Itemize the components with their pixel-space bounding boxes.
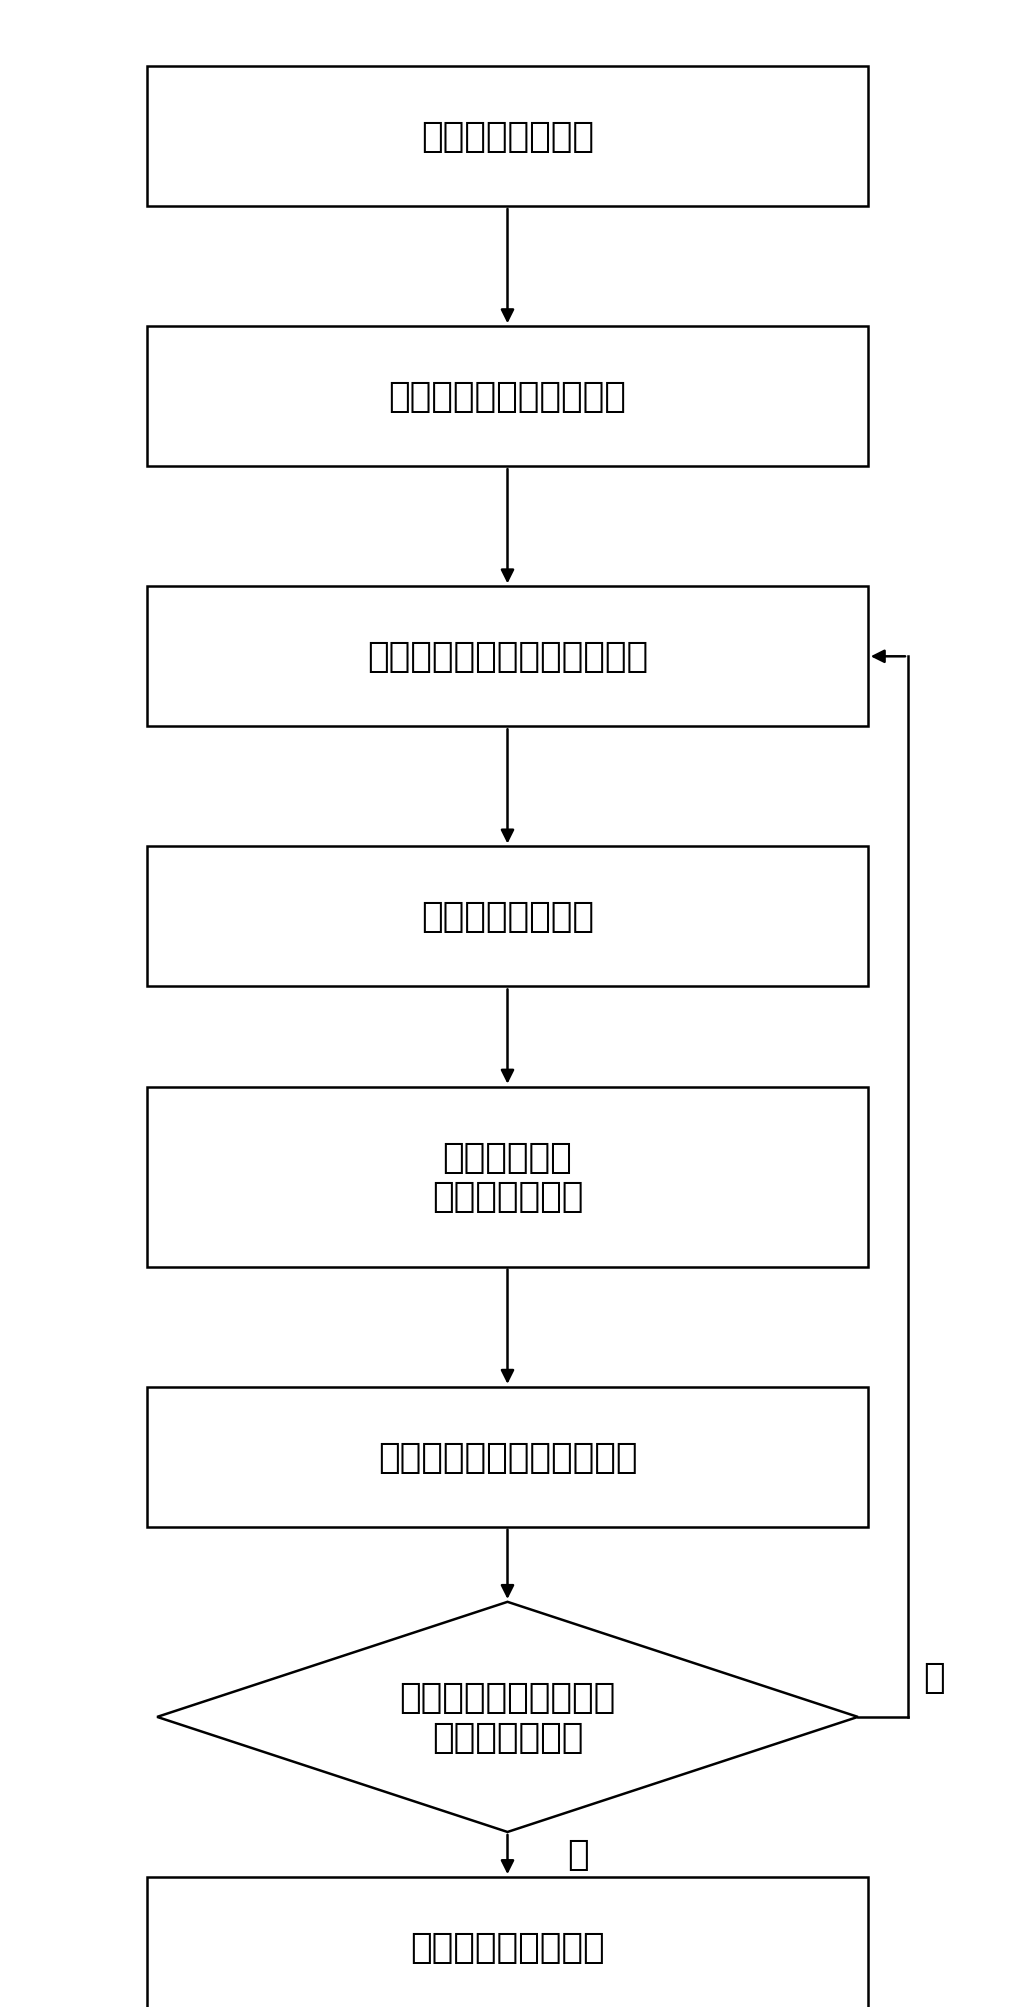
Text: 依次取出一个子正交扩频序列: 依次取出一个子正交扩频序列 <box>367 640 648 675</box>
Bar <box>147 1388 868 1527</box>
Text: 计算互相关值序列: 计算互相关值序列 <box>421 900 594 934</box>
Text: 计算得到每个
码元的初始概率: 计算得到每个 码元的初始概率 <box>431 1140 584 1214</box>
Bar <box>147 1088 868 1267</box>
Text: 否: 否 <box>923 1660 945 1694</box>
Polygon shape <box>157 1601 858 1833</box>
Text: 组成对数似然比序列: 组成对数似然比序列 <box>410 1929 605 1964</box>
Text: 计算每个比特的对数似然比: 计算每个比特的对数似然比 <box>378 1440 637 1474</box>
Bar <box>147 326 868 467</box>
Text: 是: 是 <box>566 1837 589 1871</box>
Bar <box>147 1877 868 2014</box>
Text: 获得正交扩频序列: 获得正交扩频序列 <box>421 121 594 153</box>
Bar <box>147 848 868 987</box>
Text: 是否取完集合中所有的
子正交扩频序列: 是否取完集合中所有的 子正交扩频序列 <box>399 1680 616 1754</box>
Text: 生成子正交扩频序列集合: 生成子正交扩频序列集合 <box>389 381 626 415</box>
Bar <box>147 66 868 207</box>
Bar <box>147 586 868 727</box>
